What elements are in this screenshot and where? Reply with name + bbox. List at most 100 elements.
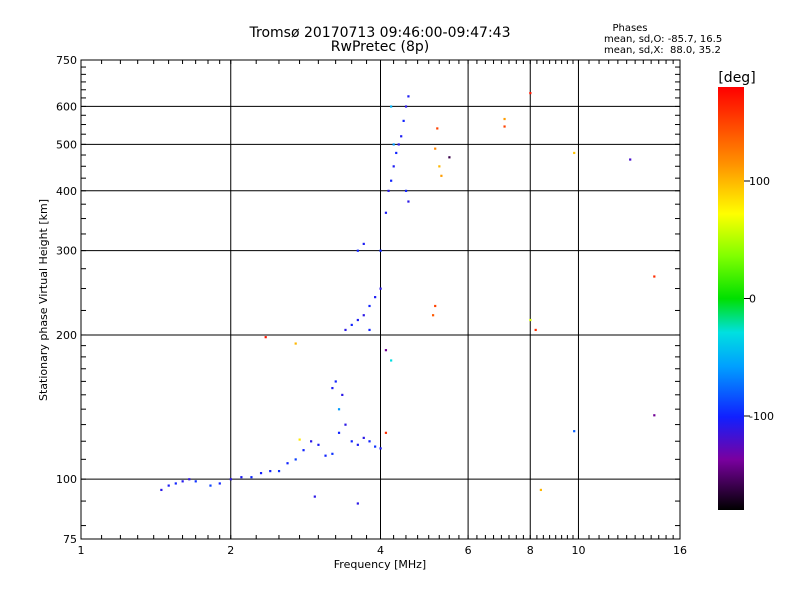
y-tick-label: 100 (56, 473, 77, 486)
data-point (374, 296, 377, 299)
stats-o-line: mean, sd,O: -85.7, 16.5 (604, 34, 723, 45)
data-point (448, 156, 451, 159)
data-point (503, 125, 506, 128)
data-point (400, 135, 403, 138)
data-point (434, 147, 437, 150)
y-tick-label: 500 (56, 138, 77, 151)
data-point (384, 431, 388, 434)
axis-ticks: 1 2 4 6 8 10 16 75 100 200 300 400 500 600 750 (56, 54, 687, 557)
data-point (402, 119, 405, 122)
stats-x-line: mean, sd,X: 88.0, 35.2 (604, 45, 721, 56)
data-point (188, 478, 191, 481)
data-point (167, 484, 170, 487)
data-point (374, 445, 377, 448)
data-point (387, 189, 390, 192)
chart-title: Tromsø 20170713 09:46:00-09:47:43 (249, 25, 511, 41)
data-point (539, 488, 542, 492)
data-point (390, 105, 393, 108)
data-point (250, 476, 253, 479)
data-point (362, 436, 365, 439)
data-point (277, 469, 281, 473)
data-point (269, 469, 272, 473)
data-point (392, 165, 395, 168)
data-point (436, 127, 439, 130)
data-point (294, 458, 297, 461)
data-point (350, 323, 353, 327)
stats-title: Phases (612, 23, 648, 34)
colorbar-label: [deg] (718, 70, 755, 86)
data-point (384, 349, 388, 352)
y-axis-label: Stationary phase Virtual Height [km] (37, 199, 50, 401)
data-point (334, 380, 337, 383)
data-point (534, 328, 537, 332)
data-point (298, 438, 301, 441)
data-point (324, 454, 327, 457)
data-point (160, 488, 163, 492)
data-point (341, 393, 344, 397)
x-tick-label: 8 (527, 544, 534, 557)
data-point (404, 189, 408, 192)
data-points (160, 91, 656, 505)
data-point (379, 287, 382, 290)
data-point (503, 117, 506, 121)
data-point (362, 242, 365, 245)
data-point (286, 462, 289, 465)
data-point (440, 174, 443, 177)
data-point (337, 408, 341, 411)
data-point (356, 443, 359, 446)
data-point (194, 480, 197, 483)
data-point (344, 328, 347, 332)
y-tick-label: 400 (56, 185, 77, 198)
data-point (229, 478, 232, 481)
data-point (368, 304, 371, 308)
data-point (573, 430, 576, 433)
data-point (529, 318, 532, 322)
y-tick-label: 600 (56, 100, 77, 113)
y-tick-label: 750 (56, 54, 77, 67)
data-point (573, 151, 576, 155)
data-point (379, 447, 382, 450)
colorbar-tick-label: 100 (749, 175, 770, 188)
y-tick-label: 200 (56, 329, 77, 342)
data-point (407, 200, 410, 203)
data-point (337, 431, 341, 434)
x-tick-label: 4 (377, 544, 384, 557)
data-point (407, 95, 410, 98)
x-axis-label: Frequency [MHz] (334, 558, 426, 571)
data-point (331, 452, 334, 455)
data-point (368, 440, 371, 443)
x-tick-label: 16 (673, 544, 687, 557)
colorbar-tick-label: 0 (749, 293, 756, 306)
data-point (331, 386, 334, 390)
data-point (390, 179, 393, 182)
data-point (181, 480, 184, 483)
x-tick-label: 2 (227, 544, 234, 557)
data-point (356, 249, 359, 252)
data-point (379, 249, 382, 252)
data-point (313, 495, 316, 498)
data-point (310, 440, 313, 443)
data-point (397, 143, 400, 146)
data-point (294, 342, 297, 345)
data-point (174, 482, 177, 485)
data-point (384, 211, 388, 214)
data-point (434, 304, 437, 308)
y-tick-label: 75 (63, 533, 77, 546)
data-point (653, 414, 656, 417)
data-point (629, 158, 632, 161)
data-point (240, 476, 243, 479)
chart-subtitle: RwPretec (8p) (330, 39, 430, 55)
data-point (362, 314, 365, 317)
data-point (259, 472, 263, 475)
x-tick-label: 1 (78, 544, 85, 557)
data-point (368, 328, 371, 332)
data-point (356, 502, 359, 505)
y-tick-label: 300 (56, 245, 77, 258)
colorbar-tick-label: -100 (749, 410, 774, 423)
data-point (317, 443, 320, 446)
data-point (390, 359, 393, 362)
data-point (395, 151, 398, 155)
data-point (209, 484, 212, 487)
colorbar-ticks: 100 0 -100 (744, 175, 774, 423)
